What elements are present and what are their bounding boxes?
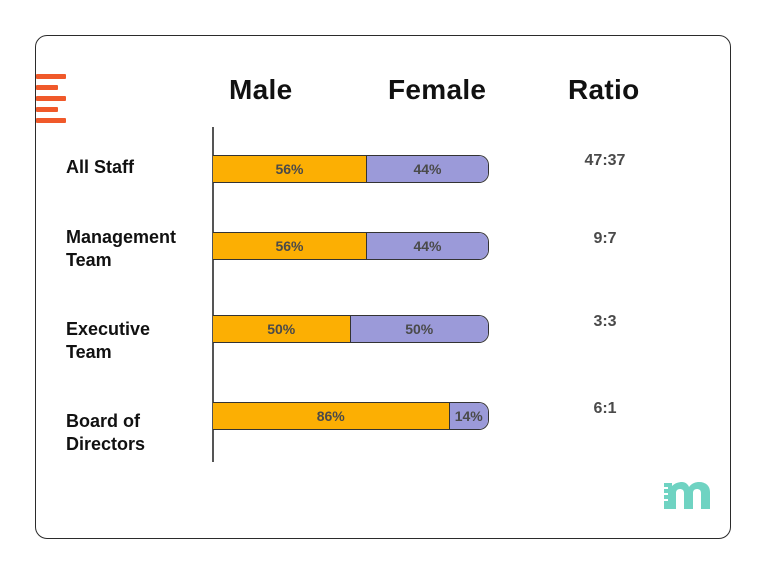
logo-lines-icon [36, 74, 66, 124]
stacked-bar: 86% 14% [213, 402, 489, 430]
category-label: Management Team [66, 227, 177, 270]
y-axis-line [212, 127, 214, 462]
female-bar-segment: 44% [367, 156, 488, 182]
female-bar-segment: 44% [367, 233, 488, 259]
male-percent-label: 50% [267, 321, 296, 337]
brand-m-logo-icon [664, 482, 710, 509]
category-label: Board of Directors [66, 411, 146, 454]
male-header: Male [229, 74, 293, 105]
female-bar-segment: 50% [350, 316, 488, 342]
ratio-value: 3:3 [593, 313, 617, 330]
category-label: Executive Team [66, 319, 151, 362]
male-bar-segment: 86% [213, 403, 450, 429]
female-percent-label: 50% [405, 321, 434, 337]
chart-card [35, 35, 731, 539]
ratio-value: 47:37 [584, 152, 626, 169]
male-percent-label: 86% [316, 408, 345, 424]
male-bar-segment: 56% [213, 233, 367, 259]
stacked-bar: 56% 44% [213, 232, 489, 260]
male-percent-label: 56% [275, 161, 304, 177]
male-bar-segment: 50% [213, 316, 351, 342]
ratio-value: 9:7 [593, 230, 617, 247]
female-bar-segment: 14% [449, 403, 488, 429]
female-percent-label: 44% [413, 161, 442, 177]
category-label: All Staff [66, 157, 135, 177]
ratio-header: Ratio [568, 74, 640, 105]
female-percent-label: 14% [454, 408, 483, 424]
male-bar-segment: 56% [213, 156, 367, 182]
female-header: Female [388, 74, 487, 105]
male-percent-label: 56% [275, 238, 304, 254]
stacked-bar: 56% 44% [213, 155, 489, 183]
ratio-value: 6:1 [593, 400, 617, 417]
stacked-bar: 50% 50% [213, 315, 489, 343]
female-percent-label: 44% [413, 238, 442, 254]
